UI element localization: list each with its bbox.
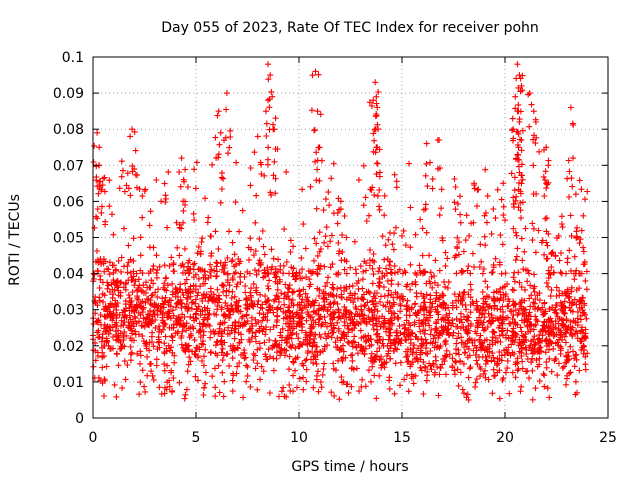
roti-point-markers — [90, 61, 591, 403]
x-tick-label: 20 — [496, 430, 514, 446]
x-tick-label: 15 — [393, 430, 411, 446]
x-tick-label: 5 — [192, 430, 201, 446]
y-tick-label: 0.03 — [53, 303, 84, 319]
x-tick-label: 10 — [290, 430, 308, 446]
y-tick-label: 0.09 — [53, 86, 84, 102]
y-tick-label: 0.06 — [53, 194, 84, 210]
x-tick-label: 25 — [599, 430, 617, 446]
chart-title: Day 055 of 2023, Rate Of TEC Index for r… — [161, 20, 539, 36]
y-tick-label: 0.02 — [53, 339, 84, 355]
y-tick-label: 0.1 — [62, 50, 84, 66]
axis-ticks: 0 0.01 0.02 0.03 0.04 0.05 0.06 0.07 0.08 0.09 0.1… — [53, 50, 617, 446]
data-points — [90, 61, 591, 403]
y-tick-label: 0.05 — [53, 231, 84, 247]
y-axis-title: ROTI / TECUs — [7, 194, 23, 286]
x-tick-label: 0 — [89, 430, 98, 446]
y-tick-label: 0 — [75, 411, 84, 427]
y-tick-label: 0.04 — [53, 267, 84, 283]
x-axis-title: GPS time / hours — [291, 459, 408, 475]
y-tick-label: 0.08 — [53, 122, 84, 138]
y-tick-label: 0.07 — [53, 158, 84, 174]
y-tick-label: 0.01 — [53, 375, 84, 391]
